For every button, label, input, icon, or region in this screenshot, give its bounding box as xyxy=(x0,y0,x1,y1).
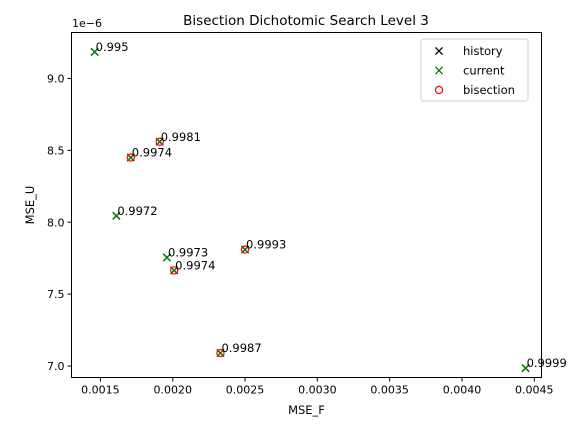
point-annotation: 0.9973 xyxy=(168,245,208,259)
y-axis-label: MSE_U xyxy=(23,186,37,225)
y-tick-label: 9.0 xyxy=(47,73,65,86)
legend-label: bisection xyxy=(463,83,515,97)
point-annotation: 0.9987 xyxy=(221,341,261,355)
current-point xyxy=(162,253,172,262)
x-tick-label: 0.0020 xyxy=(153,384,192,397)
y-tick-label: 8.0 xyxy=(47,216,65,229)
current-point xyxy=(90,47,99,56)
plot-frame xyxy=(71,32,542,378)
current-point-stroke-b xyxy=(112,211,121,220)
bisection-point xyxy=(155,137,164,146)
point-annotation: 0.9993 xyxy=(246,238,286,252)
current-point xyxy=(521,364,530,373)
legend-label: history xyxy=(463,44,503,58)
point-annotation: 0.9999 xyxy=(527,356,567,370)
x-tick-label: 0.0015 xyxy=(81,384,120,397)
legend-marker-bisection xyxy=(434,85,444,95)
current-point xyxy=(112,211,121,220)
y-tick-label: 8.5 xyxy=(47,144,65,157)
x-tick-label: 0.0040 xyxy=(443,384,482,397)
point-annotation: 0.995 xyxy=(96,40,129,54)
plot-area: 0.0015 0.0020 0.0025 0.0030 0.0035 0.0040 0.00… xyxy=(47,40,567,397)
legend-marker-current xyxy=(434,66,444,75)
chart-title: Bisection Dichotomic Search Level 3 xyxy=(183,13,429,29)
bisection-point xyxy=(169,266,179,275)
legend-marker-current-stroke-b xyxy=(434,66,444,75)
x-tick-label: 0.0045 xyxy=(515,384,554,397)
x-tick-label: 0.0025 xyxy=(226,384,265,397)
legend-marker-history xyxy=(434,46,444,56)
point-annotation: 0.9974 xyxy=(132,146,172,160)
current-point-stroke-b xyxy=(162,253,172,262)
x-axis-label: MSE_F xyxy=(288,403,325,417)
y-offset-label: 1e−6 xyxy=(72,17,102,30)
bisection-point xyxy=(240,245,250,254)
y-tick-label: 7.5 xyxy=(47,288,65,301)
y-tick-label: 7.0 xyxy=(47,360,65,373)
current-point-stroke-b xyxy=(90,47,99,56)
bisection-point xyxy=(216,348,225,358)
point-annotation: 0.9972 xyxy=(117,204,157,218)
bisection-point xyxy=(126,153,135,162)
legend-box xyxy=(420,38,529,102)
x-tick-label: 0.0030 xyxy=(298,384,337,397)
point-annotation: 0.9981 xyxy=(161,130,201,144)
current-point-stroke-b xyxy=(521,364,530,373)
legend-marker-history-stroke-b xyxy=(434,46,444,56)
legend: history current bisection xyxy=(420,38,529,102)
x-tick-label: 0.0035 xyxy=(370,384,409,397)
point-annotation: 0.9974 xyxy=(175,258,215,272)
legend-label: current xyxy=(463,64,505,78)
